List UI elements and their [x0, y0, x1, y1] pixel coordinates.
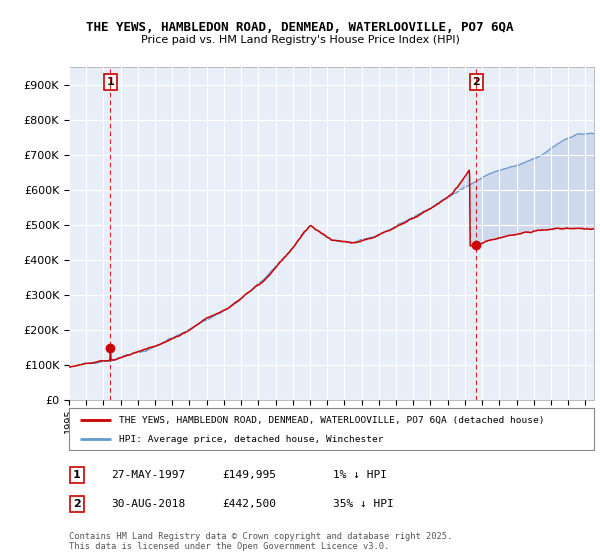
- Text: 30-AUG-2018: 30-AUG-2018: [111, 499, 185, 509]
- Text: 35% ↓ HPI: 35% ↓ HPI: [333, 499, 394, 509]
- Text: 1% ↓ HPI: 1% ↓ HPI: [333, 470, 387, 480]
- Text: 27-MAY-1997: 27-MAY-1997: [111, 470, 185, 480]
- Text: 2: 2: [472, 77, 480, 87]
- Text: 2: 2: [73, 499, 80, 509]
- Text: £149,995: £149,995: [222, 470, 276, 480]
- Text: HPI: Average price, detached house, Winchester: HPI: Average price, detached house, Winc…: [119, 435, 383, 444]
- Text: £442,500: £442,500: [222, 499, 276, 509]
- Text: THE YEWS, HAMBLEDON ROAD, DENMEAD, WATERLOOVILLE, PO7 6QA (detached house): THE YEWS, HAMBLEDON ROAD, DENMEAD, WATER…: [119, 416, 544, 425]
- Text: 1: 1: [106, 77, 114, 87]
- Text: Price paid vs. HM Land Registry's House Price Index (HPI): Price paid vs. HM Land Registry's House …: [140, 35, 460, 45]
- Text: THE YEWS, HAMBLEDON ROAD, DENMEAD, WATERLOOVILLE, PO7 6QA: THE YEWS, HAMBLEDON ROAD, DENMEAD, WATER…: [86, 21, 514, 34]
- Text: 1: 1: [73, 470, 80, 480]
- Text: Contains HM Land Registry data © Crown copyright and database right 2025.
This d: Contains HM Land Registry data © Crown c…: [69, 532, 452, 552]
